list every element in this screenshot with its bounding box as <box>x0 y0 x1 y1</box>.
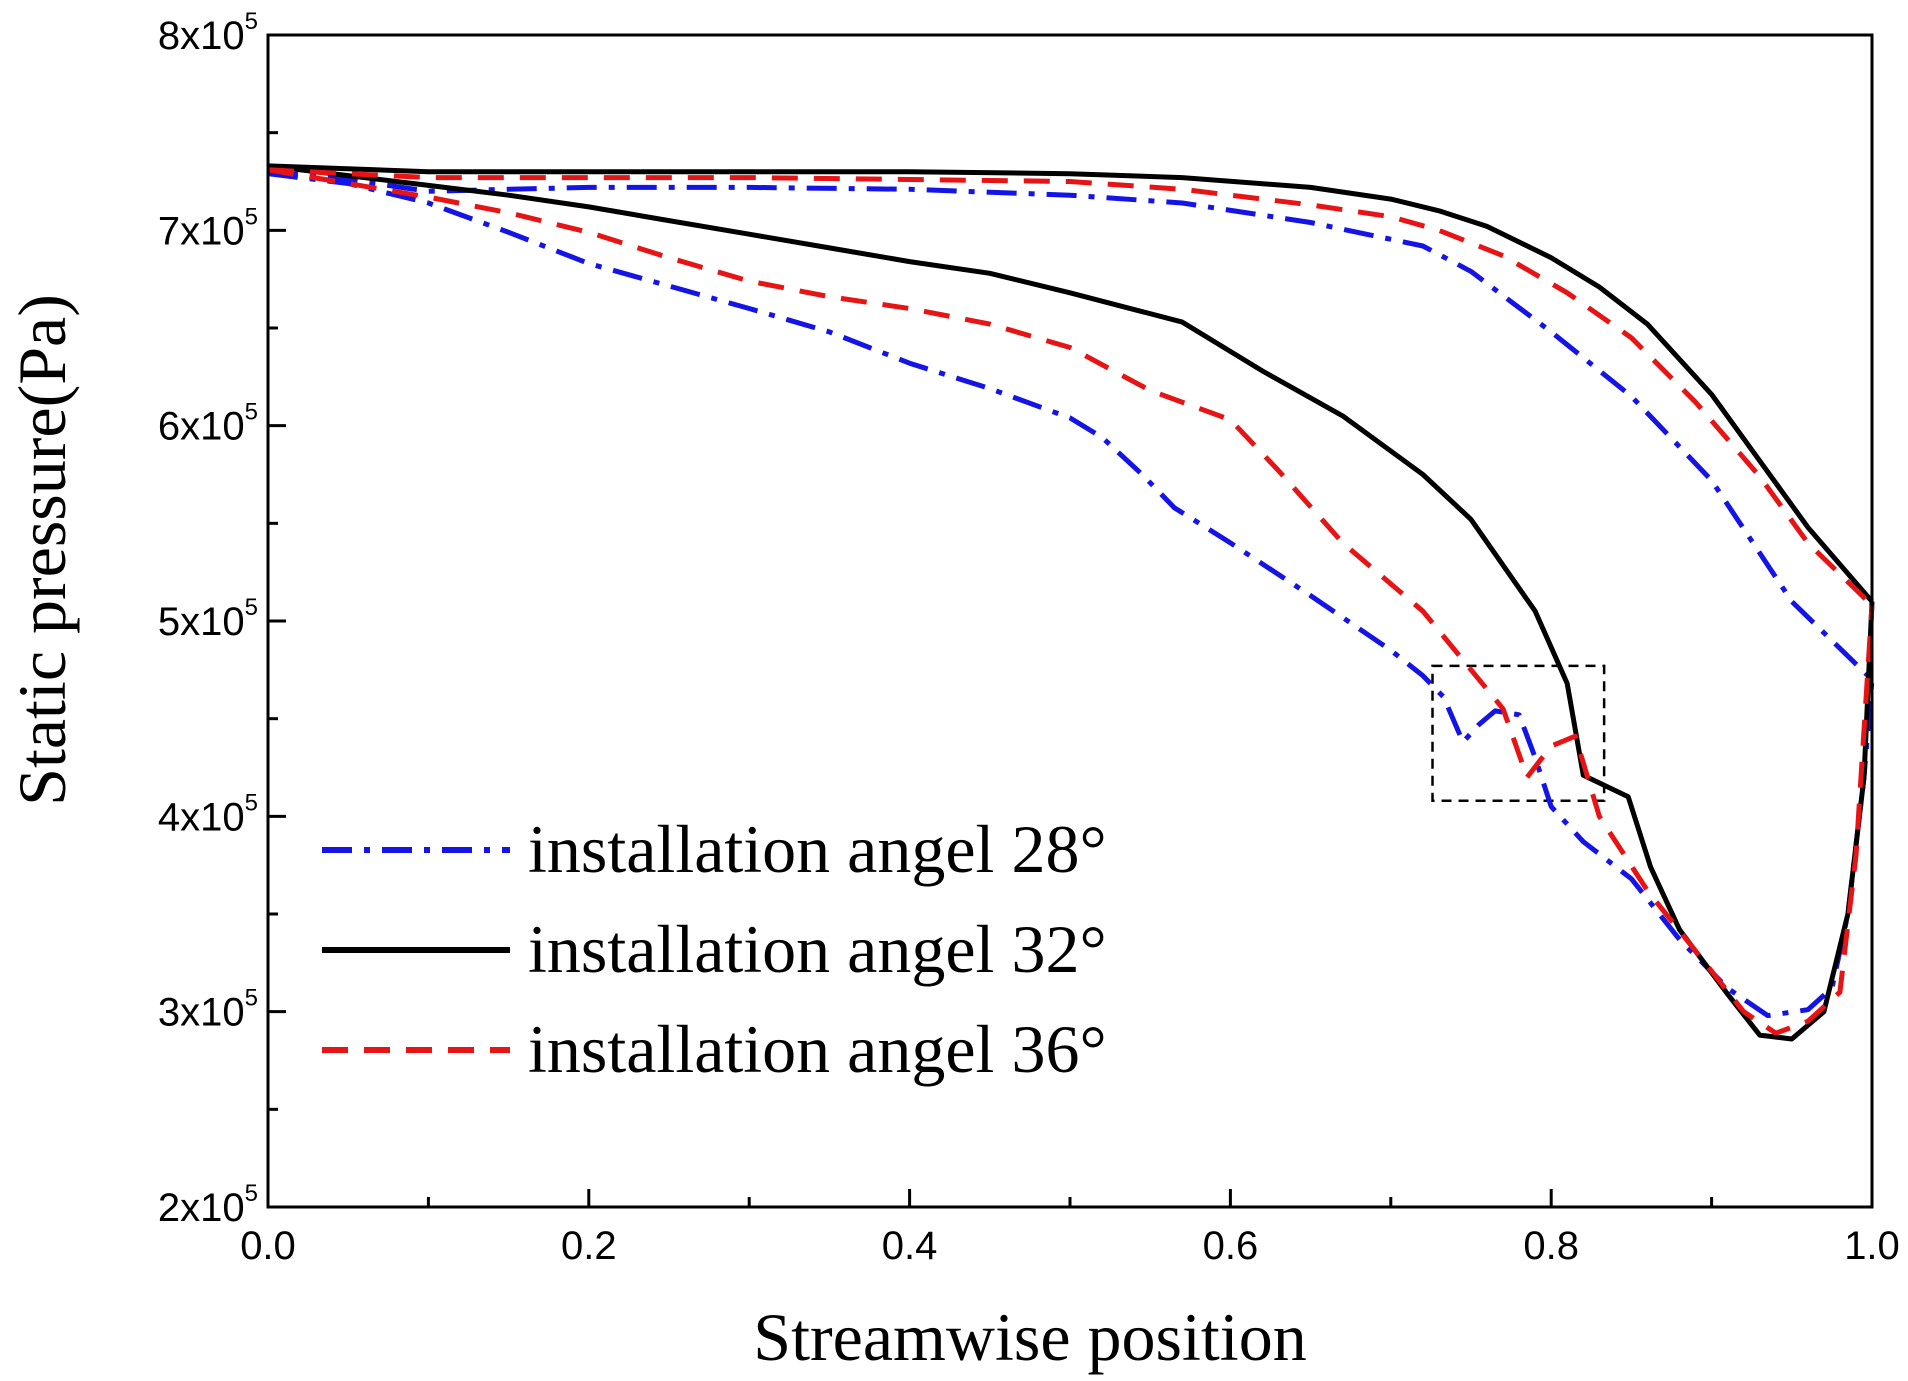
y-tick-mantissa: 7x10 <box>158 209 245 253</box>
x-tick-label: 0.8 <box>1523 1224 1579 1268</box>
y-tick-exponent: 5 <box>245 203 258 230</box>
y-tick-mantissa: 3x10 <box>158 991 245 1035</box>
y-tick-exponent: 5 <box>245 789 258 816</box>
y-tick-mantissa: 8x10 <box>158 14 245 58</box>
plot-frame <box>266 33 1874 1209</box>
y-tick-mantissa: 6x10 <box>158 405 245 449</box>
series-2-upper-line <box>267 163 1874 604</box>
legend: installation angel 28° installation angel… <box>322 811 1107 1087</box>
y-tick-exponent: 5 <box>245 1180 258 1207</box>
y-tick-label: 7x105 <box>158 203 258 253</box>
x-axis-title: Streamwise position <box>753 1299 1306 1375</box>
highlight-box-layer <box>1431 664 1606 802</box>
legend-label: installation angel 36° <box>528 1011 1107 1087</box>
y-tick-exponent: 5 <box>245 399 258 426</box>
legend-label: installation angel 28° <box>528 811 1107 887</box>
y-tick-mantissa: 5x10 <box>158 600 245 644</box>
series-3-upper-line <box>267 167 1874 608</box>
y-axis-title: Static pressure(Pa) <box>4 294 80 806</box>
y-tick-exponent: 5 <box>245 985 258 1012</box>
x-tick-label: 1.0 <box>1844 1224 1900 1268</box>
y-tick-mantissa: 2x10 <box>158 1186 245 1230</box>
series-2-lower-line <box>267 163 1875 1042</box>
series-1-lower-line <box>267 171 1875 1019</box>
series-layer <box>267 163 1875 1042</box>
y-tick-exponent: 5 <box>245 594 258 621</box>
y-tick-label: 5x105 <box>158 594 258 644</box>
y-tick-label: 2x105 <box>158 1180 258 1230</box>
series-1-upper-line <box>267 169 1874 682</box>
x-tick-label: 0.2 <box>561 1224 617 1268</box>
y-tick-exponent: 5 <box>245 8 258 35</box>
x-tick-label: 0.6 <box>1203 1224 1259 1268</box>
y-tick-label: 8x105 <box>158 8 258 58</box>
x-tick-label: 0.4 <box>882 1224 938 1268</box>
tick-labels: 0.0 0.2 0.4 0.6 0.8 1.02x1053x1054x1055x1056x… <box>158 8 1900 1268</box>
y-tick-label: 4x105 <box>158 789 258 839</box>
y-tick-label: 6x105 <box>158 399 258 449</box>
x-tick-label: 0.0 <box>240 1224 296 1268</box>
y-tick-label: 3x105 <box>158 985 258 1035</box>
legend-label: installation angel 32° <box>528 911 1107 987</box>
series-3-lower-line <box>267 167 1875 1036</box>
y-tick-mantissa: 4x10 <box>158 795 245 839</box>
highlight-box <box>1431 664 1606 802</box>
